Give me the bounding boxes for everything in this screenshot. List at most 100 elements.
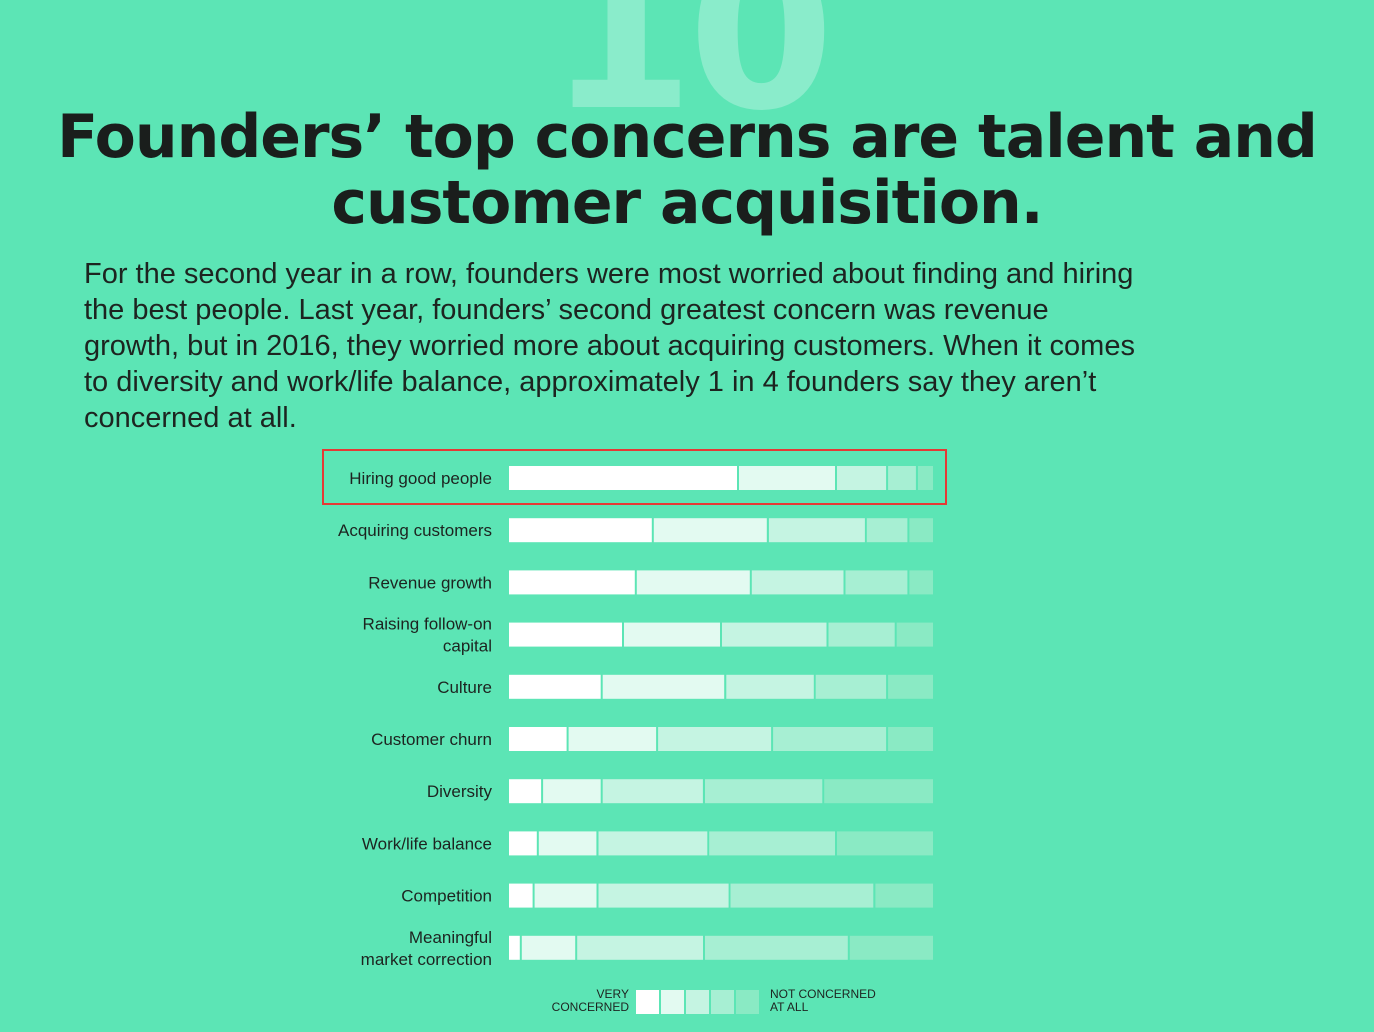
bar-segment [509,674,601,699]
bar-segment [534,883,597,908]
bar-segment [509,727,567,751]
bar-segment [705,779,823,804]
bar-segment [521,935,576,960]
category-label: Work/life balance [362,834,492,853]
legend-left-line-2: CONCERNED [551,1000,629,1014]
category-label-line: Meaningful [409,928,492,947]
category-label-line: Customer churn [371,730,492,749]
bar-segment [739,466,835,490]
bar-segment [636,570,750,595]
legend-very-concerned: VERY CONCERNED [540,988,629,1014]
category-label: Diversity [427,782,493,801]
bar-segment [875,883,933,908]
chart-row: Meaningful market correction [361,928,933,969]
legend-not-concerned: NOT CONCERNED AT ALL [770,988,910,1014]
chart-row: Acquiring customers [338,518,933,543]
bar-segment [888,674,933,699]
category-label-line: Revenue growth [368,573,492,592]
intro-line-3: growth, but in 2016, they worried more a… [84,330,1135,362]
category-label: Raising follow-on capital [363,615,492,656]
bar-segment [849,935,933,960]
bar-segment [602,674,725,699]
bar-segment [577,935,703,960]
category-label: Customer churn [371,730,492,749]
bar-segment [602,779,703,804]
category-label: Revenue growth [368,573,492,592]
bar-segment [824,779,933,804]
bar-segment [543,779,601,804]
intro-paragraph: For the second year in a row, founders w… [84,256,1314,436]
bar-segment [509,518,652,543]
bar-segment [896,622,933,647]
category-label-line: Acquiring customers [338,521,492,540]
category-label: Hiring good people [349,469,492,488]
category-label-line: Culture [437,678,492,697]
bar-segment [773,727,887,751]
bar-segment [837,831,933,856]
bar-segment [598,883,729,908]
section-number: 10 [548,0,834,157]
legend-swatch [661,990,684,1014]
bar-segment [509,883,533,908]
category-label: Competition [401,887,492,906]
chart-row: Hiring good people [349,466,933,490]
bar-segment [730,883,874,908]
intro-line-1: For the second year in a row, founders w… [84,258,1134,290]
chart-row: Raising follow-on capital [363,615,933,656]
bar-segment [837,466,887,490]
bar-segment [888,466,916,490]
legend-swatches [636,990,761,1014]
legend-swatch [686,990,709,1014]
page-title: Founders’ top concerns are talent and cu… [0,104,1374,236]
category-label-line: Competition [401,887,492,906]
category-label-line: Hiring good people [349,469,492,488]
legend-swatch [711,990,734,1014]
bar-segment [705,935,848,960]
category-label: Culture [437,678,492,697]
chart-row: Diversity [427,779,933,804]
bar-segment [598,831,708,856]
legend-right-line-1: NOT CONCERNED [770,987,876,1001]
chart-row: Work/life balance [362,831,933,856]
bar-segment [509,831,537,856]
bar-segment [866,518,908,543]
intro-line-2: the best people. Last year, founders’ se… [84,294,1049,326]
bar-segment [624,622,720,647]
bar-segment [709,831,835,856]
highlight-box [322,449,947,505]
bar-segment [726,674,814,699]
legend-left-line-1: VERY [596,987,629,1001]
category-label: Meaningful market correction [361,928,492,969]
bar-segment [509,466,737,490]
bar-segment [538,831,597,856]
chart-row: Customer churn [371,727,933,751]
category-label: Acquiring customers [338,521,492,540]
intro-line-5: concerned at all. [84,402,297,434]
legend-swatch [636,990,659,1014]
bar-segment [845,570,908,595]
legend-swatch [736,990,759,1014]
chart-row: Competition [401,883,933,908]
bar-segment [509,570,635,595]
bar-segment [751,570,844,595]
bar-segment [509,779,542,804]
bar-segment [658,727,772,751]
category-label-line: Diversity [427,782,493,801]
bar-segment [815,674,887,699]
legend-right-line-2: AT ALL [770,1000,809,1014]
bar-segment [653,518,767,543]
bar-segment [509,935,520,960]
title-line-2: customer acquisition. [331,168,1043,238]
bar-segment [509,622,622,647]
chart-row: Culture [437,674,933,699]
bar-segment [909,570,933,595]
bar-segment [918,466,933,490]
category-label-line: market correction [361,950,492,969]
bar-segment [768,518,865,543]
category-label-line: Work/life balance [362,834,492,853]
intro-line-4: to diversity and work/life balance, appr… [84,366,1097,398]
chart-row: Revenue growth [368,570,933,595]
bar-segment [828,622,895,647]
bar-segment [722,622,827,647]
